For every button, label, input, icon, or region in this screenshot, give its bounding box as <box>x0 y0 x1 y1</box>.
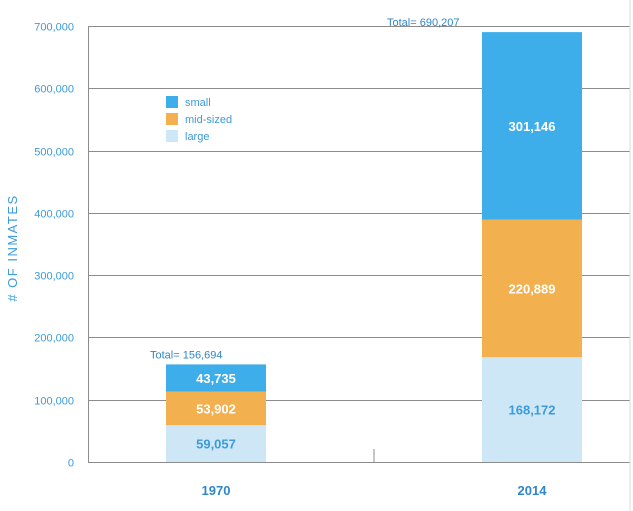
bar-segment-mid-sized-2014 <box>482 219 582 358</box>
total-label-1970: Total= 156,694 <box>150 349 222 361</box>
data-label-small-1970: 43,735 <box>196 371 236 386</box>
legend-label-large: large <box>185 131 209 143</box>
y-tick-label: 100,000 <box>34 396 74 408</box>
data-label-mid-sized-1970: 53,902 <box>196 401 236 416</box>
bar-segment-small-1970 <box>166 364 266 392</box>
y-tick-label: 400,000 <box>34 209 74 221</box>
y-tick-label: 200,000 <box>34 333 74 345</box>
y-tick-label: 0 <box>68 458 74 470</box>
bar-segment-small-2014 <box>482 32 582 220</box>
bars: 59,057 53,902 43,735 Total= 156,694 168,172 2… <box>150 17 582 462</box>
total-label-2014: Total= 690,207 <box>387 17 459 29</box>
bar-segment-large-2014 <box>482 357 582 462</box>
data-label-mid-sized-2014: 220,889 <box>509 281 556 296</box>
data-label-large-1970: 59,057 <box>196 437 236 452</box>
bar-segment-large-1970 <box>166 425 266 462</box>
y-tick-label: 600,000 <box>34 84 74 96</box>
data-label-large-2014: 168,172 <box>509 403 556 418</box>
x-category-label: 2014 <box>518 483 548 498</box>
legend-label-small: small <box>185 97 211 109</box>
bar-segment-mid-sized-1970 <box>166 391 266 426</box>
x-category-label: 1970 <box>202 483 231 498</box>
legend-label-mid-sized: mid-sized <box>185 114 232 126</box>
legend: small mid-sized large <box>166 96 232 143</box>
legend-swatch-mid-sized <box>166 113 178 125</box>
y-axis-label: # OF INMATES <box>5 194 20 301</box>
data-label-small-2014: 301,146 <box>509 119 556 134</box>
y-tick-label: 700,000 <box>34 22 74 34</box>
legend-swatch-small <box>166 96 178 108</box>
legend-swatch-large <box>166 130 178 142</box>
y-tick-label: 500,000 <box>34 147 74 159</box>
x-category-labels: 1970 2014 <box>202 483 548 498</box>
y-tick-labels: 0 100,000 200,000 300,000 400,000 500,000 600,… <box>34 22 74 470</box>
y-tick-label: 300,000 <box>34 271 74 283</box>
